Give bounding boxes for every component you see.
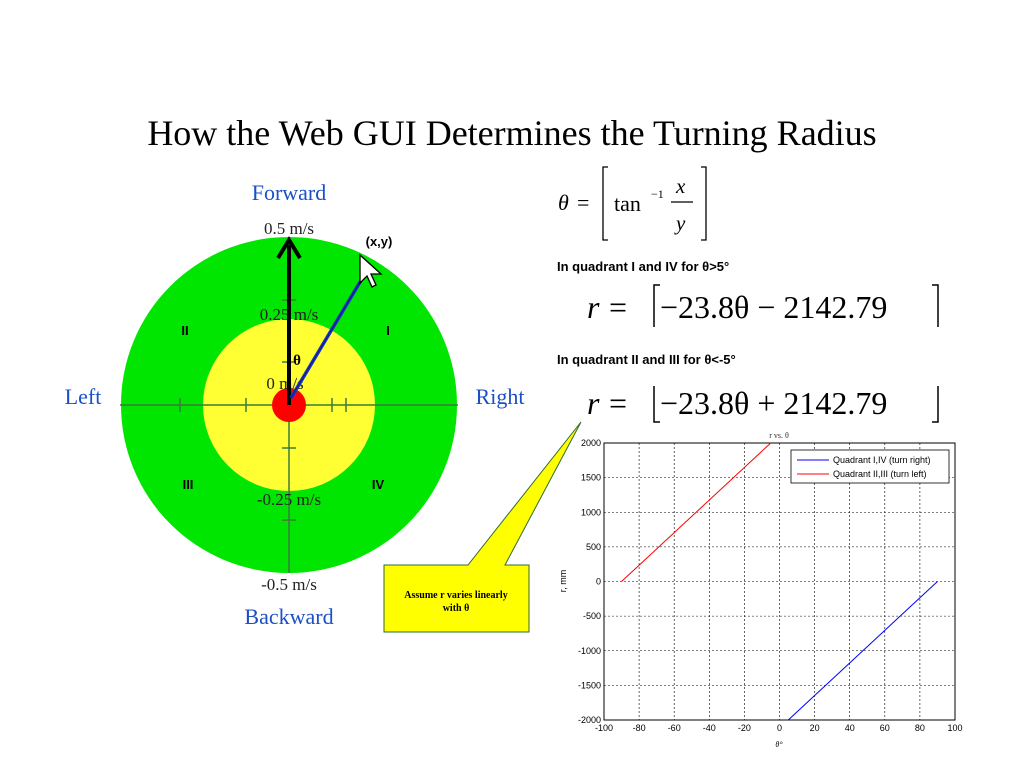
- r1-equals: =: [609, 289, 627, 325]
- x-tick-label: -80: [633, 723, 646, 733]
- x-tick-label: 20: [810, 723, 820, 733]
- speed-max-label: 0.5 m/s: [264, 219, 314, 238]
- callout-balloon: [383, 421, 582, 633]
- left-label: Left: [65, 384, 102, 409]
- y-tick-label: 1000: [581, 507, 601, 517]
- tan-text: tan: [614, 191, 641, 216]
- legend-entry-2: Quadrant II,III (turn left): [833, 469, 927, 479]
- mouse-cursor-icon: [359, 253, 383, 288]
- x-tick-label: -40: [703, 723, 716, 733]
- joystick-dial: Forward Backward Left Right 0.5 m/s 0.25…: [65, 180, 525, 629]
- fraction-numerator: x: [675, 174, 686, 198]
- callout-line-1: Assume r varies linearly: [404, 590, 507, 601]
- y-tick-label: -500: [583, 611, 601, 621]
- ceil-bracket-right-1: [932, 284, 939, 327]
- y-tick-label: 500: [586, 542, 601, 552]
- quadrant-3-label: III: [183, 477, 194, 492]
- quadrant-2-label: II: [181, 323, 188, 338]
- tick-labels: -100 -80 -60 -40 -20 0 20 40 60 80 100 2000 1500 1000…: [578, 438, 963, 733]
- x-tick-label: 0: [777, 723, 782, 733]
- chart-title: r vs. θ: [769, 431, 789, 440]
- r2-lhs: r: [587, 385, 600, 421]
- quadrant-4-label: IV: [372, 477, 385, 492]
- floor-bracket-left: [602, 166, 608, 241]
- callout: Assume r varies linearly with θ: [383, 421, 582, 633]
- quadrant-1-label: I: [386, 323, 390, 338]
- speed-neg-mid-label: -0.25 m/s: [257, 490, 321, 509]
- y-tick-label: -2000: [578, 715, 601, 725]
- y-tick-label: -1000: [578, 646, 601, 656]
- x-tick-label: 80: [915, 723, 925, 733]
- tan-inverse: −1: [651, 187, 664, 201]
- theta-label: θ: [293, 353, 301, 369]
- series-layer: [621, 442, 938, 721]
- r1-lhs: r: [587, 289, 600, 325]
- x-tick-label: -60: [668, 723, 681, 733]
- equations: θ = tan −1 x y r = −23.8θ − 2142.79 r = …: [558, 166, 939, 423]
- forward-label: Forward: [252, 180, 327, 205]
- r2-rhs: −23.8θ + 2142.79: [660, 385, 887, 421]
- slide-title: How the Web GUI Determines the Turning R…: [147, 113, 877, 153]
- r-vs-theta-chart: r vs. θ -100 -80 -60 -40 -20 0 20 40 60 80 100 2000…: [558, 431, 963, 749]
- speed-neg-max-label: -0.5 m/s: [261, 575, 317, 594]
- x-tick-label: -100: [595, 723, 613, 733]
- y-axis-label: r, mm: [558, 570, 568, 593]
- fraction-denominator: y: [674, 211, 686, 235]
- y-tick-label: 0: [596, 577, 601, 587]
- forward-arrowhead: [276, 236, 302, 260]
- floor-bracket-right-2: [932, 386, 939, 423]
- floor-bracket-left-2: [653, 386, 660, 423]
- condition-label-2: In quadrant II and III for θ<-5°: [557, 352, 736, 367]
- legend-box: [790, 449, 950, 484]
- chart-legend: Quadrant I,IV (turn right) Quadrant II,I…: [790, 449, 950, 484]
- legend-entry-1: Quadrant I,IV (turn right): [833, 455, 931, 465]
- speed-zero-label: 0 m/s: [266, 374, 303, 393]
- x-tick-label: 100: [947, 723, 962, 733]
- y-tick-label: -1500: [578, 680, 601, 690]
- x-tick-label: -20: [738, 723, 751, 733]
- y-tick-label: 1500: [581, 473, 601, 483]
- point-label: (x,y): [366, 234, 393, 249]
- backward-label: Backward: [244, 604, 333, 629]
- theta-lhs: θ: [558, 190, 569, 215]
- x-tick-label: 40: [845, 723, 855, 733]
- axis-ticks: [179, 299, 347, 521]
- callout-line-2: with θ: [443, 603, 470, 614]
- theta-equals: =: [577, 190, 589, 215]
- ceil-bracket-left-1: [653, 284, 660, 327]
- series-line-1: [787, 581, 938, 721]
- condition-label-1: In quadrant I and IV for θ>5°: [557, 259, 730, 274]
- r2-equals: =: [609, 385, 627, 421]
- x-axis-label: θ°: [775, 740, 783, 749]
- y-tick-label: 2000: [581, 438, 601, 448]
- right-label: Right: [476, 384, 525, 409]
- floor-bracket-right: [701, 166, 707, 241]
- x-tick-label: 60: [880, 723, 890, 733]
- series-line-2: [621, 442, 772, 582]
- r1-rhs: −23.8θ − 2142.79: [660, 289, 887, 325]
